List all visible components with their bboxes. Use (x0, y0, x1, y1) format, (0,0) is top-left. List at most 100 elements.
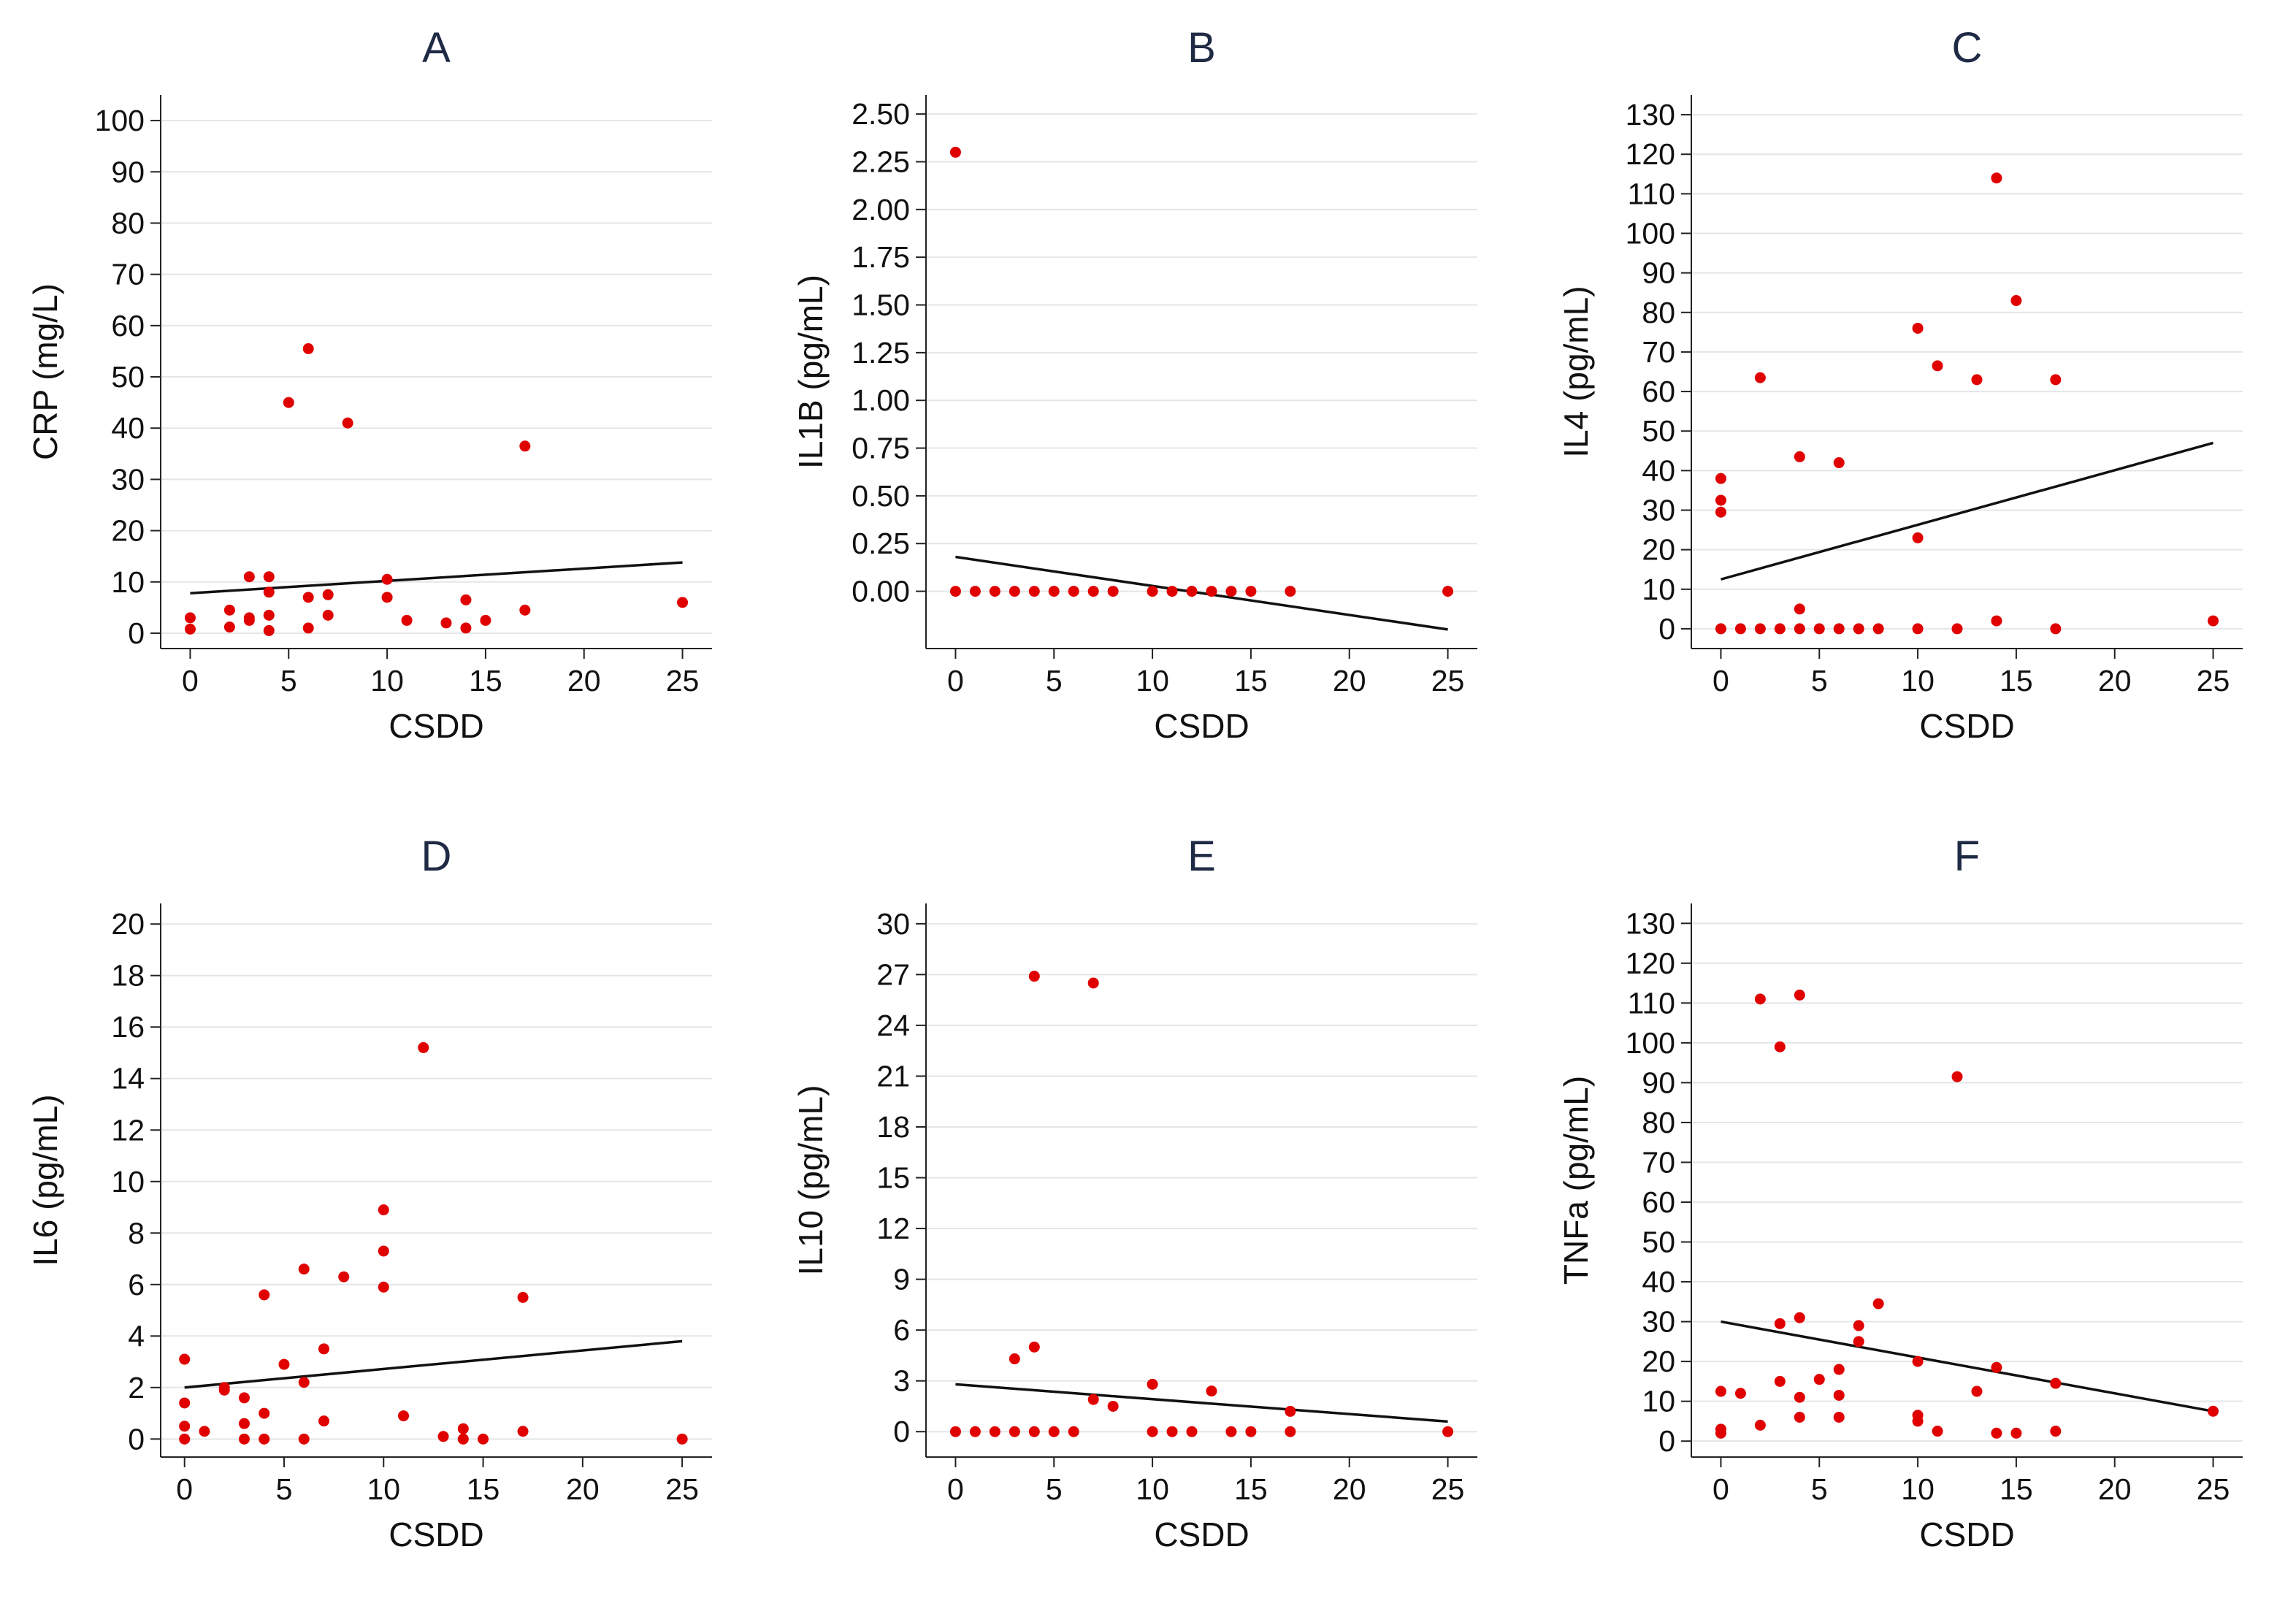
y-axis-label: IL1B (pg/mL) (792, 275, 830, 469)
y-tick-label: 9 (893, 1263, 910, 1296)
data-point (302, 592, 314, 603)
data-point (1734, 623, 1746, 635)
y-axis-label: IL6 (pg/mL) (26, 1094, 64, 1266)
data-point (243, 612, 255, 624)
data-point (1715, 1385, 1726, 1397)
data-point (1833, 1389, 1845, 1401)
y-tick-label: 4 (128, 1319, 145, 1353)
data-point (949, 1426, 961, 1437)
data-point (989, 586, 1000, 597)
x-axis-label: CSDD (1154, 1515, 1249, 1553)
x-tick-label: 15 (2000, 664, 2033, 697)
y-tick-label: 20 (1642, 1345, 1675, 1378)
data-point (1912, 532, 1924, 543)
y-tick-label: 2.25 (852, 145, 910, 178)
data-point (1147, 1426, 1158, 1437)
data-point (418, 1041, 429, 1053)
y-tick-label: 0 (1658, 612, 1675, 646)
y-tick-label: 0 (1658, 1424, 1675, 1458)
y-tick-label: 40 (1642, 1265, 1675, 1299)
data-point (1912, 1356, 1924, 1367)
data-point (1245, 1426, 1257, 1437)
x-tick-label: 15 (467, 1472, 500, 1506)
y-tick-label: 40 (111, 411, 145, 445)
data-point (478, 1433, 489, 1445)
y-tick-label: 8 (128, 1216, 145, 1250)
data-point (238, 1392, 250, 1404)
fit-line (184, 1339, 683, 1389)
x-tick-label: 10 (367, 1472, 400, 1506)
x-tick-label: 0 (176, 1472, 193, 1506)
data-point (243, 571, 255, 583)
data-point (2010, 1427, 2022, 1439)
y-tick-label: 120 (1626, 137, 1675, 171)
data-point (676, 1433, 688, 1445)
y-tick-label: 20 (1642, 533, 1675, 567)
data-point (1794, 1391, 1805, 1403)
data-point (460, 622, 472, 634)
data-point (1285, 1426, 1296, 1437)
y-tick-label: 3 (893, 1364, 910, 1398)
x-axis-label: CSDD (389, 1515, 483, 1553)
data-point (1932, 360, 1943, 372)
data-point (2208, 1405, 2219, 1417)
data-point (2050, 1377, 2062, 1389)
data-point (338, 1271, 350, 1282)
fit-line (955, 555, 1448, 631)
x-tick-label: 0 (182, 664, 199, 697)
panel-title: D (421, 833, 452, 880)
y-tick-label: 18 (111, 959, 145, 993)
y-tick-label: 60 (1642, 375, 1675, 408)
y-tick-label: 20 (111, 907, 145, 941)
data-point (1206, 586, 1217, 597)
data-point (322, 609, 334, 621)
panel-title: F (1954, 833, 1980, 880)
data-point (1107, 1400, 1119, 1412)
data-point (1206, 1385, 1217, 1397)
chart-svg: 0 10 20 30 40 50 60 70 80 90 100 110 120 130 0 5 10 15 20 2… (1557, 24, 2243, 745)
y-tick-label: 30 (876, 907, 910, 941)
y-tick-label: 2 (128, 1371, 145, 1404)
data-point (1715, 506, 1726, 518)
data-point (1715, 494, 1726, 506)
y-tick-label: 50 (1642, 414, 1675, 448)
y-tick-label: 100 (1626, 1026, 1675, 1060)
data-point (1754, 1419, 1766, 1431)
data-point (1245, 586, 1257, 597)
data-point (1912, 1410, 1924, 1421)
data-point (1991, 615, 2002, 627)
y-tick-label: 12 (111, 1113, 145, 1147)
data-point (1068, 1426, 1079, 1437)
data-point (1754, 623, 1766, 635)
x-tick-label: 0 (947, 664, 964, 697)
y-tick-label: 1.25 (852, 336, 910, 370)
data-point (1853, 623, 1864, 635)
data-point (298, 1264, 310, 1275)
data-point (298, 1433, 310, 1445)
data-point (1009, 1426, 1020, 1437)
y-tick-label: 1.75 (852, 240, 910, 274)
y-tick-label: 110 (1628, 177, 1675, 210)
data-point (949, 146, 961, 158)
panel-title: E (1187, 833, 1216, 880)
y-tick-label: 0.50 (852, 479, 910, 513)
chart-svg: 0 3 6 9 12 15 18 21 24 27 30 0 5 10 15 20 25 E CSDD IL10 (p… (792, 833, 1477, 1553)
data-point (1028, 586, 1040, 597)
x-tick-label: 25 (2197, 1472, 2230, 1506)
data-point (184, 612, 196, 624)
chart-panel-a: 0 10 20 30 40 50 60 70 80 90 100 0 5 10 15 20 25 A CSDD CRP… (0, 0, 765, 808)
data-point (263, 624, 275, 636)
data-point (1912, 322, 1924, 334)
data-point (1872, 623, 1884, 635)
fit-line (1721, 1320, 2213, 1413)
y-tick-label: 1.50 (852, 288, 910, 322)
x-tick-label: 0 (1713, 1472, 1729, 1506)
x-tick-label: 10 (1901, 1472, 1935, 1506)
data-point (401, 614, 413, 626)
x-tick-label: 5 (1046, 1472, 1063, 1506)
x-tick-label: 15 (2000, 1472, 2033, 1506)
data-point (259, 1407, 270, 1419)
y-tick-label: 0.75 (852, 432, 910, 465)
y-tick-label: 2.00 (852, 193, 910, 226)
x-tick-label: 10 (370, 664, 404, 697)
